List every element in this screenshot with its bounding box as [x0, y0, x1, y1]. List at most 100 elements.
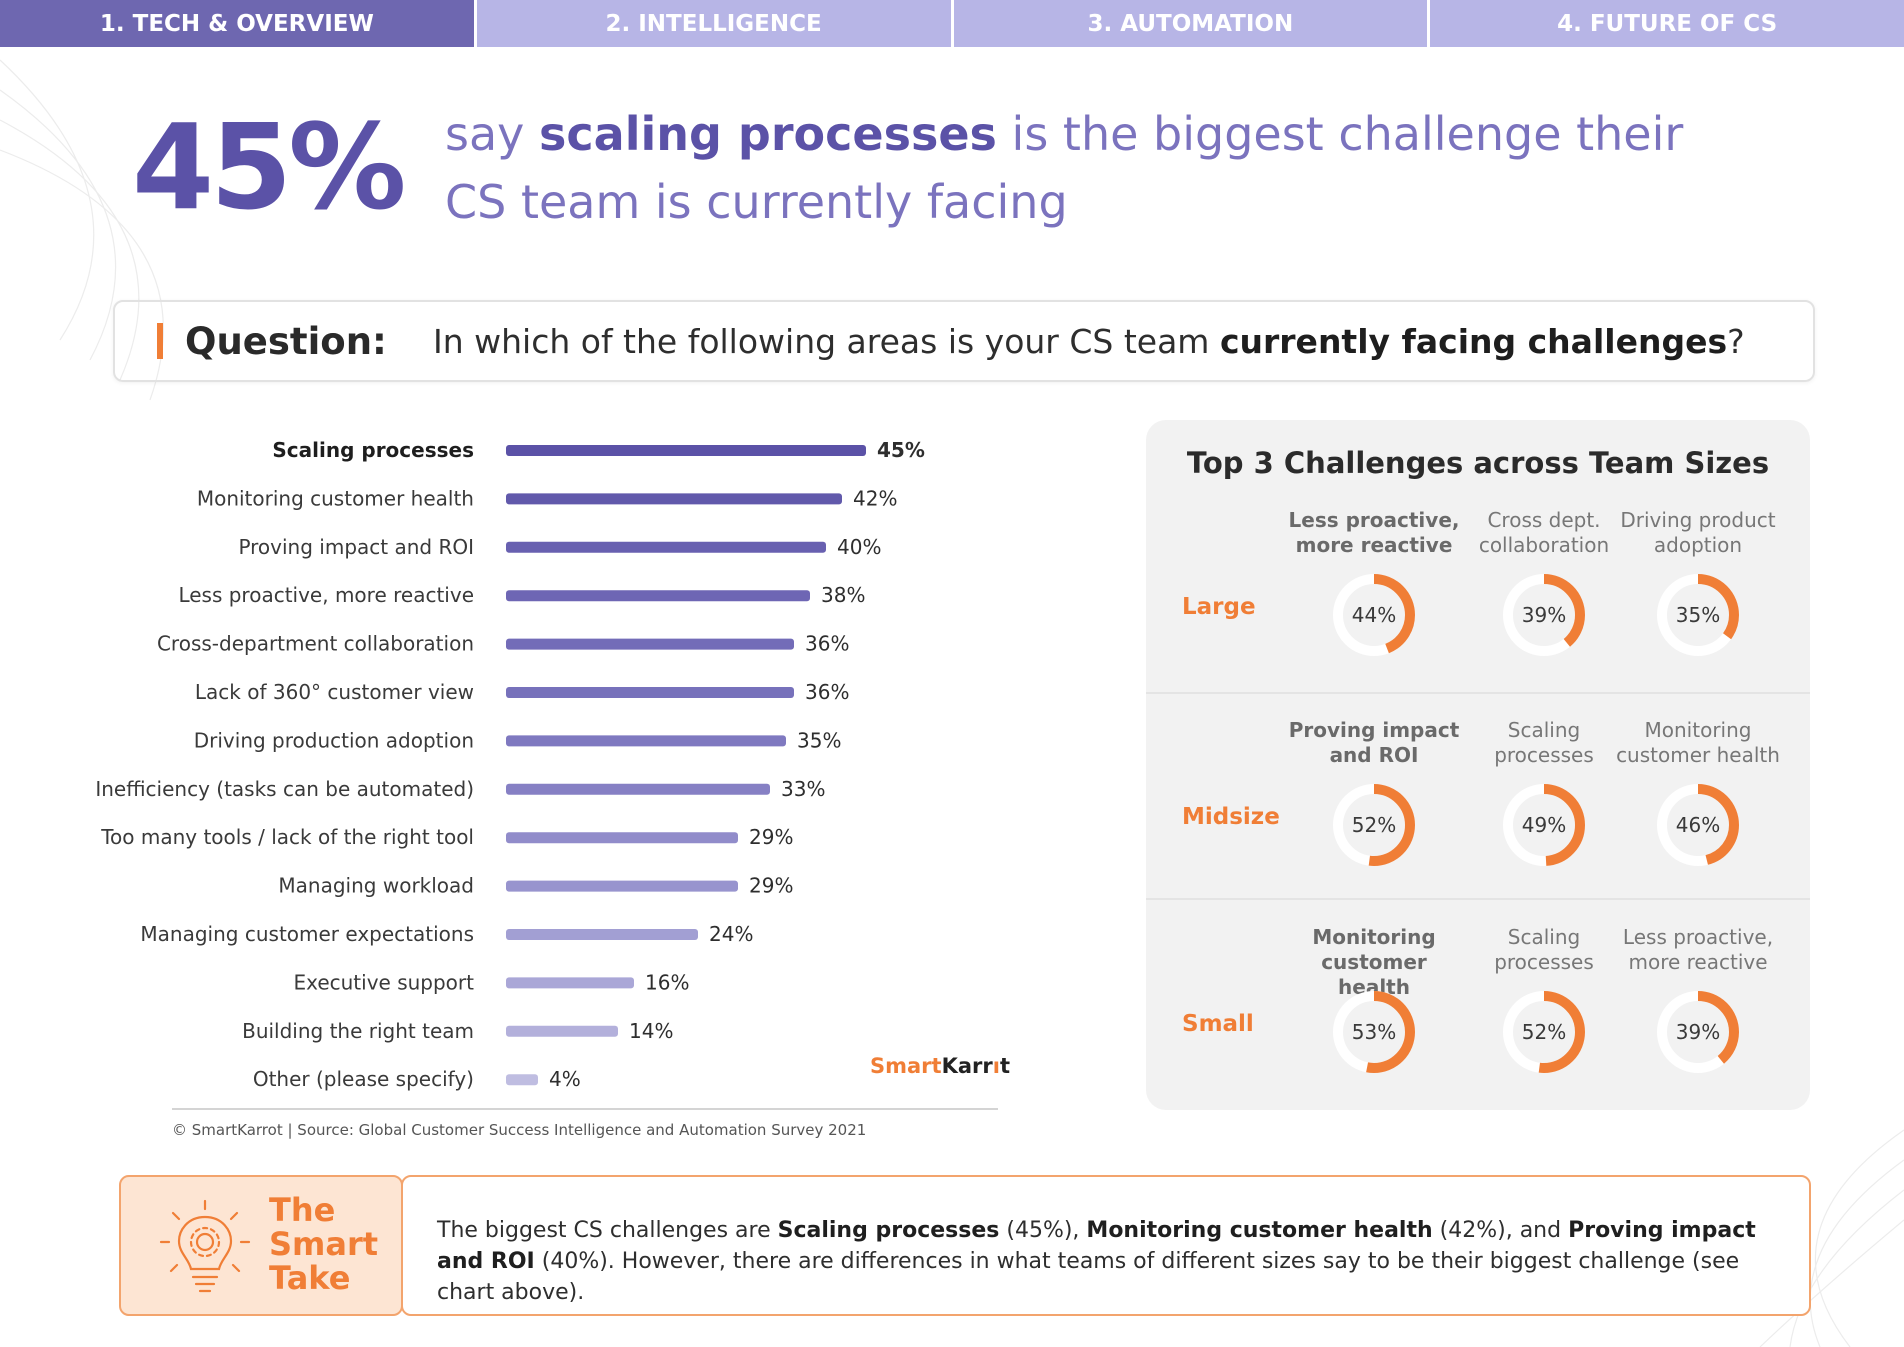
- bar-category-label: Lack of 360° customer view: [195, 680, 474, 704]
- smart-take-highlight: Monitoring customer health: [1086, 1218, 1433, 1243]
- donut-arc: [1333, 784, 1415, 866]
- donut-chart: 39%: [1499, 570, 1589, 660]
- bar: [506, 929, 698, 940]
- smart-take-title-line2: Smart: [269, 1225, 379, 1263]
- logo-part-i: ı: [992, 1054, 1000, 1078]
- smart-take-segment: (42%), and: [1432, 1218, 1569, 1243]
- bar: [506, 590, 810, 602]
- challenge-label: Proving impact and ROI: [1288, 718, 1460, 767]
- team-size-label: Midsize: [1182, 804, 1280, 830]
- donut-svg: [1657, 574, 1739, 656]
- bar-value-label: 29%: [749, 874, 793, 898]
- donut-arc: [1503, 574, 1585, 656]
- panel-title: Top 3 Challenges across Team Sizes: [1186, 446, 1770, 480]
- challenge-label: Less proactive, more reactive: [1288, 508, 1460, 557]
- donut-svg: [1333, 574, 1415, 656]
- question-accent-bar: [157, 323, 163, 359]
- donut-arc: [1657, 574, 1739, 656]
- smart-take-highlight: Scaling processes: [777, 1218, 1000, 1243]
- tab-tech-overview[interactable]: 1. TECH & OVERVIEW: [0, 0, 477, 47]
- headline-stat: 45%: [132, 98, 406, 236]
- bar-category-label: Too many tools / lack of the right tool: [100, 825, 474, 849]
- donut-chart: 52%: [1329, 780, 1419, 870]
- donut-value: 46%: [1675, 813, 1721, 837]
- donut-value: 52%: [1351, 813, 1397, 837]
- donut-svg: [1333, 784, 1415, 866]
- smart-take-title: The Smart Take: [269, 1193, 378, 1295]
- smart-take-highlight: Proving impact and ROI: [437, 1218, 1756, 1274]
- bar: [506, 977, 634, 989]
- tab-future-of-cs[interactable]: 4. FUTURE OF CS: [1430, 0, 1904, 47]
- bar: [506, 880, 738, 892]
- donut-chart: 53%: [1329, 987, 1419, 1077]
- donut-value: 52%: [1521, 1020, 1567, 1044]
- donut-arc: [1657, 991, 1739, 1073]
- bar-value-label: 29%: [749, 825, 793, 849]
- donut-svg: [1657, 991, 1739, 1073]
- headline-emphasis: scaling processes: [539, 107, 997, 161]
- bar-category-label: Inefficiency (tasks can be automated): [95, 777, 474, 801]
- logo-part-c: t: [999, 1054, 1010, 1078]
- bar: [506, 735, 786, 747]
- smart-take-badge: The Smart Take: [119, 1175, 403, 1316]
- bar-value-label: 14%: [629, 1019, 673, 1043]
- bar-category-label: Executive support: [293, 970, 474, 994]
- donut-svg: [1503, 991, 1585, 1073]
- headline-text: say scaling processes is the biggest cha…: [445, 100, 1705, 236]
- bar-category-label: Cross-department collaboration: [157, 632, 474, 656]
- bar-category-label: Other (please specify): [253, 1067, 474, 1091]
- donut-value: 53%: [1351, 1020, 1397, 1044]
- headline-suffix: is the biggest challenge their CS team i…: [445, 107, 1684, 229]
- team-size-label: Large: [1182, 594, 1256, 620]
- challenges-bar-chart: Scaling processes 45% Monitoring customer …: [0, 420, 1010, 1100]
- bar-value-label: 38%: [821, 583, 865, 607]
- team-size-panel: Top 3 Challenges across Team Sizes Large…: [1146, 420, 1810, 1110]
- question-text-bold: currently facing challenges: [1219, 321, 1728, 361]
- panel-row-divider: [1146, 692, 1810, 694]
- bar-value-label: 16%: [645, 970, 689, 994]
- donut-chart: 39%: [1653, 987, 1743, 1077]
- bar-category-label: Managing customer expectations: [140, 922, 474, 946]
- donut-svg: [1657, 784, 1739, 866]
- smart-take-body: The biggest CS challenges are Scaling pr…: [401, 1175, 1811, 1316]
- bar: [506, 832, 738, 844]
- donut-chart: 49%: [1499, 780, 1589, 870]
- bar-value-label: 4%: [549, 1067, 581, 1091]
- bar-chart-svg: Scaling processes 45% Monitoring customer …: [95, 438, 925, 1091]
- smart-take-segment: (45%),: [999, 1218, 1087, 1243]
- panel-row-divider: [1146, 898, 1810, 900]
- challenge-label: Scaling processes: [1494, 925, 1594, 974]
- lightbulb-gear-icon: [159, 1199, 251, 1293]
- donut-arc: [1657, 784, 1739, 866]
- chart-divider: [172, 1108, 998, 1110]
- bar: [506, 445, 866, 456]
- bar: [506, 687, 794, 698]
- bar-value-label: 45%: [877, 438, 925, 462]
- tab-automation[interactable]: 3. AUTOMATION: [953, 0, 1431, 47]
- bar: [506, 638, 794, 650]
- challenge-label: Monitoring customer health: [1616, 718, 1780, 767]
- bar-value-label: 42%: [853, 486, 897, 510]
- question-box: Question: In which of the following area…: [113, 300, 1815, 382]
- bar-value-label: 35%: [797, 728, 841, 752]
- donut-arc: [1333, 574, 1415, 656]
- question-text-suffix: ?: [1727, 321, 1745, 361]
- logo-part-a: Smart: [870, 1054, 942, 1078]
- bar-category-label: Scaling processes: [272, 438, 474, 462]
- question-label: Question:: [185, 319, 387, 363]
- smart-take-text: The biggest CS challenges are Scaling pr…: [437, 1215, 1787, 1308]
- donut-svg: [1503, 574, 1585, 656]
- section-tabs: 1. TECH & OVERVIEW 2. INTELLIGENCE 3. AU…: [0, 0, 1904, 47]
- team-size-label: Small: [1182, 1011, 1254, 1037]
- challenge-label: Driving product adoption: [1620, 508, 1776, 557]
- smart-take-title-line1: The: [269, 1191, 336, 1229]
- donut-value: 39%: [1521, 603, 1567, 627]
- donut-chart: 46%: [1653, 780, 1743, 870]
- bar-value-label: 40%: [837, 535, 881, 559]
- bar-value-label: 36%: [805, 680, 849, 704]
- challenge-label: Less proactive, more reactive: [1622, 925, 1774, 974]
- bar-category-label: Proving impact and ROI: [238, 535, 474, 559]
- bar-category-label: Driving production adoption: [194, 728, 474, 752]
- bar-category-label: Building the right team: [242, 1019, 474, 1043]
- tab-intelligence[interactable]: 2. INTELLIGENCE: [476, 0, 954, 47]
